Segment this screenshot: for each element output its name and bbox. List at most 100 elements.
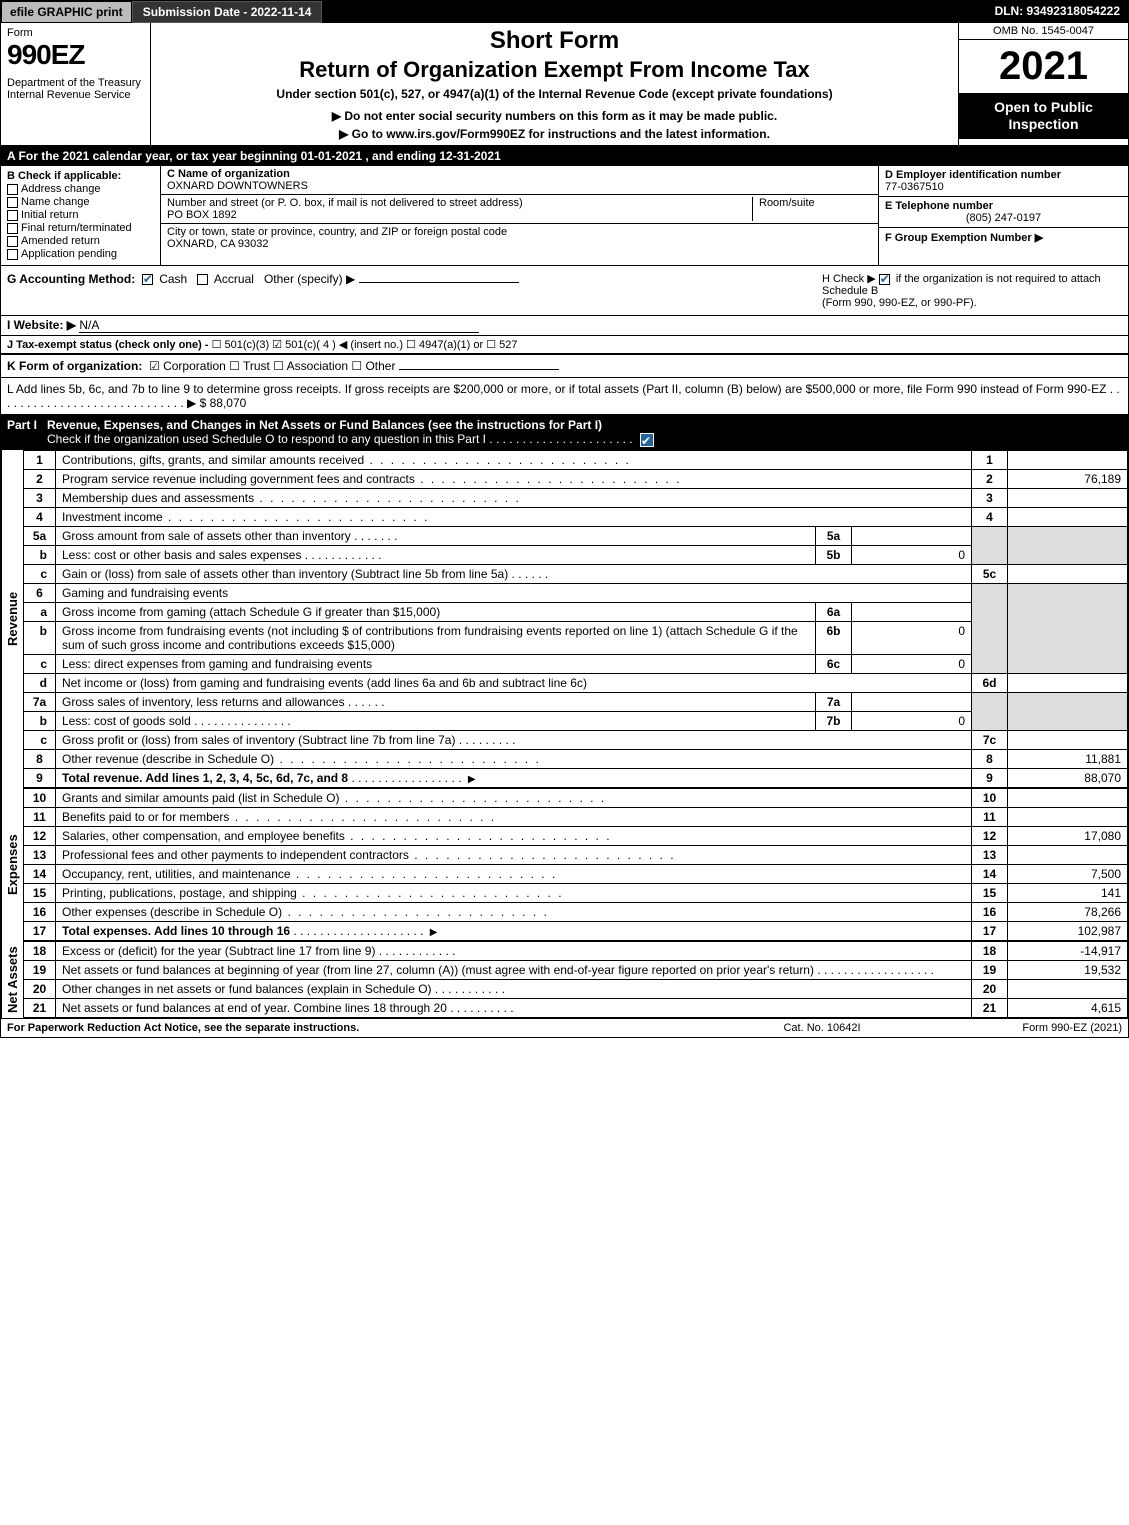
form-number: 990EZ — [7, 39, 144, 71]
expenses-table: 10Grants and similar amounts paid (list … — [23, 788, 1128, 941]
catalog-number: Cat. No. 10642I — [722, 1022, 922, 1034]
section-l: L Add lines 5b, 6c, and 7b to line 9 to … — [1, 378, 1128, 415]
line-5b: bLess: cost or other basis and sales exp… — [24, 545, 1128, 564]
chk-name-change[interactable]: Name change — [7, 196, 154, 208]
section-j: J Tax-exempt status (check only one) - ☐… — [1, 336, 1128, 354]
room-suite-label: Room/suite — [752, 197, 872, 221]
tax-year: 2021 — [959, 40, 1128, 93]
form-word: Form — [7, 27, 144, 39]
f-label: F Group Exemption Number ▶ — [885, 232, 1043, 244]
line-11: 11Benefits paid to or for members11 — [24, 807, 1128, 826]
line-9: 9Total revenue. Add lines 1, 2, 3, 4, 5c… — [24, 768, 1128, 787]
line-6a: aGross income from gaming (attach Schedu… — [24, 602, 1128, 621]
part-i-label: Part I — [7, 418, 47, 447]
line-14: 14Occupancy, rent, utilities, and mainte… — [24, 864, 1128, 883]
section-h: H Check ▶ if the organization is not req… — [822, 272, 1122, 309]
line-6d: dNet income or (loss) from gaming and fu… — [24, 673, 1128, 692]
header-right: OMB No. 1545-0047 2021 Open to Public In… — [958, 23, 1128, 145]
chk-cash[interactable] — [142, 274, 153, 285]
line-3: 3Membership dues and assessments3 — [24, 488, 1128, 507]
line-12: 12Salaries, other compensation, and empl… — [24, 826, 1128, 845]
line-6: 6Gaming and fundraising events — [24, 583, 1128, 602]
goto-link[interactable]: ▶ Go to www.irs.gov/Form990EZ for instru… — [159, 127, 950, 141]
line-7c: cGross profit or (loss) from sales of in… — [24, 730, 1128, 749]
line-16: 16Other expenses (describe in Schedule O… — [24, 902, 1128, 921]
line-4: 4Investment income4 — [24, 507, 1128, 526]
department-label: Department of the Treasury Internal Reve… — [7, 77, 144, 101]
i-label: I Website: ▶ — [7, 318, 76, 332]
section-g: G Accounting Method: Cash Accrual Other … — [7, 272, 822, 309]
revenue-sidelabel: Revenue — [1, 450, 23, 788]
net-assets-table: 18Excess or (deficit) for the year (Subt… — [23, 941, 1128, 1018]
j-options: ☐ 501(c)(3) ☑ 501(c)( 4 ) ◀ (insert no.)… — [212, 339, 518, 351]
section-b: B Check if applicable: Address change Na… — [1, 166, 161, 265]
chk-initial-return[interactable]: Initial return — [7, 209, 154, 221]
section-i: I Website: ▶ N/A — [1, 316, 1128, 336]
line-7b: bLess: cost of goods sold . . . . . . . … — [24, 711, 1128, 730]
line-21: 21Net assets or fund balances at end of … — [24, 998, 1128, 1017]
line-19: 19Net assets or fund balances at beginni… — [24, 960, 1128, 979]
other-specify-input[interactable] — [359, 282, 519, 283]
g-label: G Accounting Method: — [7, 272, 135, 286]
revenue-section: Revenue 1Contributions, gifts, grants, a… — [1, 450, 1128, 788]
header-center: Short Form Return of Organization Exempt… — [151, 23, 958, 145]
k-other-input[interactable] — [399, 369, 559, 370]
l-text: L Add lines 5b, 6c, and 7b to line 9 to … — [7, 382, 1120, 410]
line-a: A For the 2021 calendar year, or tax yea… — [1, 146, 1128, 166]
omb-number: OMB No. 1545-0047 — [959, 23, 1128, 40]
d-label: D Employer identification number — [885, 169, 1061, 181]
section-f: F Group Exemption Number ▶ — [879, 228, 1128, 265]
k-label: K Form of organization: — [7, 359, 142, 373]
chk-schedule-o-used[interactable]: ✔ — [640, 433, 654, 447]
gross-receipts-value: 88,070 — [210, 396, 247, 410]
form-990ez-page: efile GRAPHIC print Submission Date - 20… — [0, 0, 1129, 1038]
dln-label: DLN: 93492318054222 — [987, 1, 1128, 23]
website-value: N/A — [79, 318, 479, 333]
topbar: efile GRAPHIC print Submission Date - 20… — [1, 1, 1128, 23]
e-label: E Telephone number — [885, 200, 993, 212]
expenses-section: Expenses 10Grants and similar amounts pa… — [1, 788, 1128, 941]
part-i-header: Part I Revenue, Expenses, and Changes in… — [1, 415, 1128, 450]
row-g-h: G Accounting Method: Cash Accrual Other … — [1, 266, 1128, 316]
section-e: E Telephone number (805) 247-0197 — [879, 197, 1128, 228]
section-d-e-f: D Employer identification number 77-0367… — [878, 166, 1128, 265]
revenue-table: 1Contributions, gifts, grants, and simil… — [23, 450, 1128, 788]
net-assets-section: Net Assets 18Excess or (deficit) for the… — [1, 941, 1128, 1018]
line-2: 2Program service revenue including gover… — [24, 469, 1128, 488]
line-6b: bGross income from fundraising events (n… — [24, 621, 1128, 654]
efile-print-button[interactable]: efile GRAPHIC print — [1, 1, 132, 23]
page-footer: For Paperwork Reduction Act Notice, see … — [1, 1018, 1128, 1037]
ein-value: 77-0367510 — [885, 181, 944, 193]
line-17: 17Total expenses. Add lines 10 through 1… — [24, 921, 1128, 940]
org-city: OXNARD, CA 93032 — [167, 238, 269, 250]
form-subtitle: Under section 501(c), 527, or 4947(a)(1)… — [159, 87, 950, 101]
line-6c: cLess: direct expenses from gaming and f… — [24, 654, 1128, 673]
chk-address-change[interactable]: Address change — [7, 183, 154, 195]
c-street-label: Number and street (or P. O. box, if mail… — [167, 197, 523, 209]
section-b-to-f: B Check if applicable: Address change Na… — [1, 166, 1128, 266]
line-5c: cGain or (loss) from sale of assets othe… — [24, 564, 1128, 583]
part-i-title: Revenue, Expenses, and Changes in Net As… — [47, 418, 1122, 447]
line-5a: 5aGross amount from sale of assets other… — [24, 526, 1128, 545]
chk-application-pending[interactable]: Application pending — [7, 248, 154, 260]
k-options: ☑ Corporation ☐ Trust ☐ Association ☐ Ot… — [149, 359, 395, 373]
chk-final-return[interactable]: Final return/terminated — [7, 222, 154, 234]
b-label: B Check if applicable: — [7, 170, 154, 182]
submission-date-button[interactable]: Submission Date - 2022-11-14 — [132, 1, 323, 23]
short-form-title: Short Form — [159, 27, 950, 55]
header-left: Form 990EZ Department of the Treasury In… — [1, 23, 151, 145]
line-20: 20Other changes in net assets or fund ba… — [24, 979, 1128, 998]
form-title: Return of Organization Exempt From Incom… — [159, 57, 950, 83]
chk-accrual[interactable] — [197, 274, 208, 285]
section-d: D Employer identification number 77-0367… — [879, 166, 1128, 197]
j-label: J Tax-exempt status (check only one) - — [7, 339, 209, 351]
line-1: 1Contributions, gifts, grants, and simil… — [24, 450, 1128, 469]
line-8: 8Other revenue (describe in Schedule O)8… — [24, 749, 1128, 768]
chk-amended-return[interactable]: Amended return — [7, 235, 154, 247]
telephone-value: (805) 247-0197 — [885, 212, 1122, 224]
line-10: 10Grants and similar amounts paid (list … — [24, 788, 1128, 807]
chk-schedule-b-not-required[interactable] — [879, 274, 890, 285]
paperwork-notice: For Paperwork Reduction Act Notice, see … — [7, 1022, 722, 1034]
line-7a: 7aGross sales of inventory, less returns… — [24, 692, 1128, 711]
c-name-label: C Name of organization — [167, 168, 290, 180]
